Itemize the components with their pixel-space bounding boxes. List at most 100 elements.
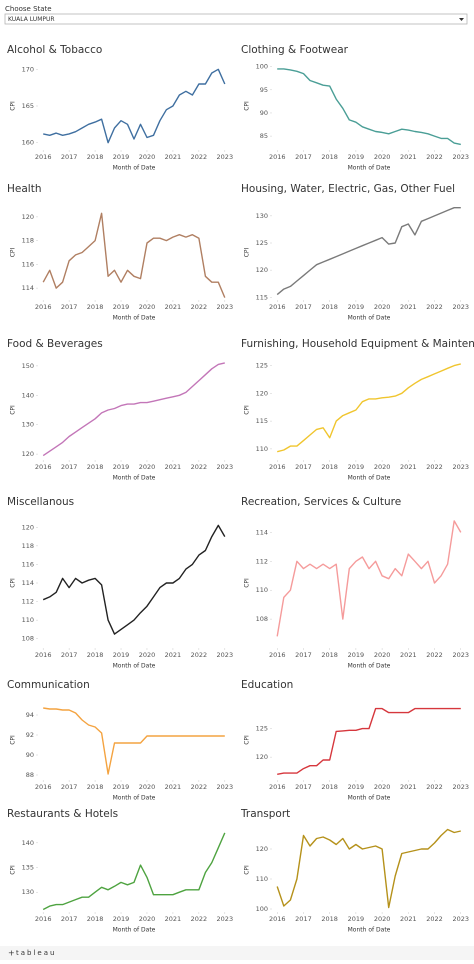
- dropdown-value[interactable]: KUALA LUMPUR: [8, 16, 55, 23]
- y-tick-label: 112: [22, 598, 34, 606]
- tableau-plus: +: [8, 949, 15, 958]
- x-tick-label: 2020: [374, 153, 391, 161]
- x-tick-label: 2016: [35, 463, 52, 471]
- y-tick-label: 125: [256, 725, 268, 733]
- y-tick-label: 118: [22, 542, 34, 550]
- x-axis-label: Month of Date: [113, 927, 156, 934]
- x-tick-label: 2020: [374, 303, 391, 311]
- y-tick-label: 100: [256, 63, 268, 71]
- x-axis-label: Month of Date: [348, 795, 391, 802]
- x-tick-label: 2020: [139, 303, 156, 311]
- chart-title: Recreation, Services & Culture: [241, 496, 401, 508]
- x-tick-label: 2019: [348, 783, 365, 791]
- x-axis-label: Month of Date: [348, 927, 391, 934]
- cpi-line: [42, 524, 226, 635]
- y-tick-label: 140: [22, 839, 34, 847]
- cpi-line: [276, 207, 461, 296]
- y-tick-label: 115: [256, 293, 268, 301]
- y-tick-label: 125: [256, 362, 268, 370]
- cpi-line: [42, 212, 226, 298]
- y-tick-label: 116: [22, 560, 34, 568]
- x-tick-label: 2021: [400, 915, 417, 923]
- x-tick-label: 2016: [269, 463, 286, 471]
- x-tick-label: 2017: [295, 651, 312, 659]
- dropdown-arrow[interactable]: [459, 18, 464, 21]
- x-tick-label: 2018: [87, 303, 104, 311]
- y-tick-label: 85: [260, 132, 268, 140]
- y-axis-label: CPI: [244, 735, 251, 745]
- x-tick-label: 2019: [348, 463, 365, 471]
- x-axis-label: Month of Date: [113, 165, 156, 172]
- y-tick-label: 108: [22, 635, 34, 643]
- x-tick-label: 2023: [452, 153, 469, 161]
- cpi-line: [277, 363, 461, 453]
- y-tick-label: 135: [22, 864, 34, 872]
- x-axis-label: Month of Date: [113, 663, 156, 670]
- x-tick-label: 2017: [295, 303, 312, 311]
- x-tick-label: 2018: [321, 783, 338, 791]
- x-tick-label: 2018: [87, 915, 104, 923]
- x-axis-label: Month of Date: [113, 475, 156, 482]
- x-tick-label: 2018: [321, 651, 338, 659]
- x-tick-label: 2016: [35, 651, 52, 659]
- x-tick-label: 2020: [139, 463, 156, 471]
- x-tick-label: 2022: [191, 303, 208, 311]
- y-tick-label: 118: [22, 237, 34, 245]
- filter-label: Choose State: [5, 5, 52, 13]
- tableau-logo[interactable]: tableau: [16, 949, 56, 957]
- y-tick-label: 120: [256, 266, 268, 274]
- x-tick-label: 2023: [217, 783, 234, 791]
- x-tick-label: 2022: [191, 463, 208, 471]
- y-tick-label: 130: [22, 888, 34, 896]
- x-tick-label: 2017: [295, 463, 312, 471]
- x-tick-label: 2020: [374, 783, 391, 791]
- x-tick-label: 2017: [295, 783, 312, 791]
- x-tick-label: 2022: [426, 303, 443, 311]
- x-tick-label: 2023: [452, 651, 469, 659]
- cpi-line: [277, 68, 461, 146]
- x-tick-label: 2019: [113, 651, 130, 659]
- y-tick-label: 90: [26, 751, 34, 759]
- y-tick-label: 140: [22, 391, 34, 399]
- chart-title: Restaurants & Hotels: [7, 808, 118, 820]
- x-tick-label: 2016: [35, 783, 52, 791]
- x-tick-label: 2023: [217, 915, 234, 923]
- y-axis-label: CPI: [10, 865, 17, 875]
- x-tick-label: 2022: [426, 783, 443, 791]
- y-tick-label: 160: [22, 139, 34, 147]
- x-tick-label: 2022: [426, 153, 443, 161]
- x-tick-label: 2019: [113, 303, 130, 311]
- x-tick-label: 2022: [426, 463, 443, 471]
- y-tick-label: 108: [256, 615, 268, 623]
- cpi-line: [276, 828, 461, 909]
- x-tick-label: 2021: [165, 915, 182, 923]
- x-tick-label: 2018: [321, 463, 338, 471]
- x-axis-label: Month of Date: [113, 795, 156, 802]
- x-tick-label: 2021: [400, 463, 417, 471]
- chart-title: Furnishing, Household Equipment & Mainte…: [241, 338, 474, 350]
- y-tick-label: 110: [256, 586, 268, 594]
- x-tick-label: 2022: [191, 153, 208, 161]
- y-tick-label: 130: [256, 212, 268, 220]
- y-tick-label: 114: [22, 579, 34, 587]
- x-tick-label: 2023: [452, 915, 469, 923]
- x-tick-label: 2018: [87, 153, 104, 161]
- y-tick-label: 120: [256, 845, 268, 853]
- chart-title: Miscellanous: [7, 496, 74, 508]
- x-tick-label: 2021: [400, 651, 417, 659]
- state-dropdown[interactable]: [4, 13, 468, 25]
- x-tick-label: 2018: [321, 915, 338, 923]
- y-tick-label: 110: [256, 875, 268, 883]
- x-tick-label: 2016: [35, 915, 52, 923]
- y-axis-label: CPI: [10, 101, 17, 111]
- x-tick-label: 2022: [426, 651, 443, 659]
- x-tick-label: 2016: [269, 651, 286, 659]
- x-tick-label: 2021: [165, 463, 182, 471]
- x-tick-label: 2017: [61, 303, 78, 311]
- x-tick-label: 2022: [191, 915, 208, 923]
- x-axis-label: Month of Date: [348, 165, 391, 172]
- chart-title: Transport: [240, 808, 290, 820]
- x-axis-label: Month of Date: [348, 475, 391, 482]
- y-axis-label: CPI: [10, 578, 17, 588]
- x-axis-label: Month of Date: [348, 315, 391, 322]
